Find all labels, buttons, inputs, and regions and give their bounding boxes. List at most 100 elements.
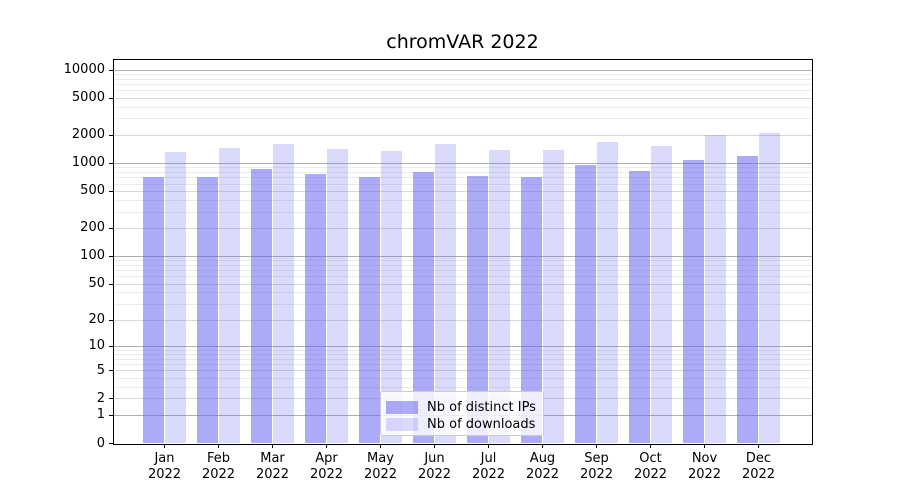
gridline-600	[113, 183, 812, 185]
y-tick-0	[109, 443, 113, 444]
y-tick-500	[109, 190, 113, 192]
y-tick-label-100: 100	[80, 248, 105, 264]
gridline-10	[113, 345, 812, 347]
y-tick-2000	[109, 134, 113, 136]
bar-downloads-feb	[218, 148, 241, 444]
y-tick-10000	[109, 69, 113, 71]
gridline-60	[113, 276, 812, 278]
gridline-40	[113, 292, 812, 294]
bar-downloads-sep	[596, 141, 619, 444]
y-tick-2	[109, 398, 113, 400]
x-tick-label-nov: Nov 2022	[687, 451, 722, 482]
bar-downloads-aug	[542, 149, 565, 444]
gridline-4	[113, 377, 812, 379]
gridline-100	[113, 255, 812, 257]
bar-ips-oct	[628, 170, 651, 444]
bar-ips-sep	[574, 164, 597, 444]
y-tick-label-50: 50	[88, 276, 105, 292]
legend-swatch-distinct-ips	[386, 401, 418, 414]
bar-downloads-jun	[434, 144, 457, 444]
bar-ips-apr	[304, 173, 327, 444]
y-tick-label-2000: 2000	[71, 127, 105, 143]
x-tick-jun	[434, 443, 435, 448]
gridline-5	[113, 370, 812, 372]
gridline-300	[113, 211, 812, 213]
y-tick-200	[109, 227, 113, 229]
bar-ips-feb	[196, 176, 219, 444]
bar-downloads-may	[380, 150, 403, 444]
bar-ips-jun	[412, 172, 435, 444]
x-tick-feb	[218, 443, 219, 448]
legend-entry-downloads: Nb of downloads	[386, 418, 537, 431]
x-tick-sep	[596, 443, 597, 448]
gridline-8	[113, 353, 812, 355]
bar-downloads-mar	[272, 144, 295, 444]
legend-label-downloads: Nb of downloads	[427, 417, 536, 432]
gridline-20	[113, 319, 812, 321]
gridline-800	[113, 171, 812, 173]
x-tick-label-apr: Apr 2022	[309, 451, 344, 482]
x-tick-nov	[704, 443, 705, 448]
gridline-500	[113, 190, 812, 192]
x-tick-label-jul: Jul 2022	[471, 451, 506, 482]
x-tick-label-mar: Mar 2022	[255, 451, 290, 482]
gridline-6	[113, 364, 812, 366]
gridline-3	[113, 386, 812, 388]
y-tick-10	[109, 345, 113, 347]
x-tick-label-jun: Jun 2022	[417, 451, 452, 482]
y-tick-label-1000: 1000	[71, 155, 105, 171]
gridline-9000	[113, 73, 812, 75]
x-tick-label-dec: Dec 2022	[741, 451, 776, 482]
y-tick-50	[109, 283, 113, 285]
legend-entry-distinct-ips: Nb of distinct IPs	[386, 401, 537, 414]
gridline-2000	[113, 134, 812, 136]
y-tick-label-2: 2	[96, 390, 105, 406]
bar-downloads-apr	[326, 148, 349, 444]
y-tick-label-5000: 5000	[71, 90, 105, 106]
x-tick-dec	[758, 443, 759, 448]
gridline-4000	[113, 106, 812, 108]
x-tick-aug	[542, 443, 543, 448]
gridline-5000	[113, 97, 812, 99]
x-tick-mar	[272, 443, 273, 448]
bar-ips-dec	[736, 155, 759, 444]
y-tick-label-20: 20	[88, 312, 105, 328]
gridline-400	[113, 199, 812, 201]
bar-ips-aug	[520, 177, 543, 444]
x-tick-label-feb: Feb 2022	[201, 451, 236, 482]
bar-ips-jan	[142, 176, 165, 444]
y-tick-1	[109, 414, 113, 416]
gridline-90	[113, 260, 812, 262]
legend-label-distinct-ips: Nb of distinct IPs	[427, 400, 536, 415]
bar-downloads-nov	[704, 135, 727, 444]
x-tick-oct	[650, 443, 651, 448]
bar-downloads-oct	[650, 145, 673, 444]
plot-border	[113, 59, 813, 445]
y-tick-label-200: 200	[80, 220, 105, 236]
x-tick-label-sep: Sep 2022	[579, 451, 614, 482]
gridline-1000	[113, 162, 812, 164]
y-tick-label-0: 0	[96, 435, 105, 451]
legend-swatch-downloads	[386, 418, 418, 431]
bar-ips-may	[358, 177, 381, 444]
gridline-50	[113, 283, 812, 285]
x-tick-label-aug: Aug 2022	[525, 451, 560, 482]
x-tick-label-jan: Jan 2022	[147, 451, 182, 482]
y-tick-label-10: 10	[88, 338, 105, 354]
gridline-7	[113, 358, 812, 360]
gridline-200	[113, 227, 812, 229]
bar-downloads-dec	[758, 133, 781, 444]
x-tick-label-oct: Oct 2022	[633, 451, 668, 482]
y-tick-label-1: 1	[96, 407, 105, 423]
chart-title: chromVAR 2022	[386, 31, 539, 53]
y-tick-label-10000: 10000	[63, 62, 105, 78]
bar-ips-jul	[466, 176, 489, 444]
x-tick-label-may: May 2022	[363, 451, 398, 482]
y-tick-100	[109, 255, 113, 257]
gridline-3000	[113, 118, 812, 120]
bar-ips-mar	[250, 168, 273, 444]
bar-downloads-jul	[488, 150, 511, 444]
gridline-10000	[113, 69, 812, 71]
x-tick-jan	[164, 443, 165, 448]
